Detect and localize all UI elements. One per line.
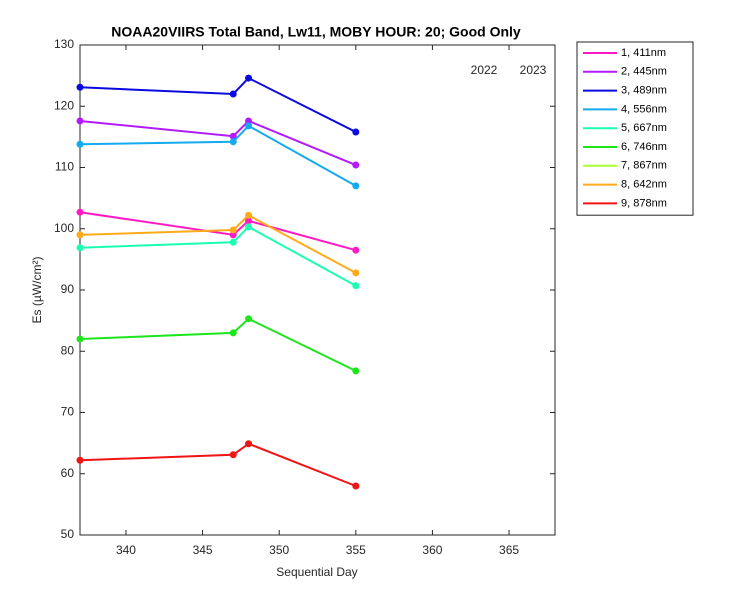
series-line — [79, 317, 357, 372]
data-point — [245, 315, 253, 323]
data-point — [229, 238, 237, 246]
series-line — [79, 225, 357, 287]
data-point — [229, 132, 237, 140]
data-point — [245, 117, 253, 125]
chart-title: NOAA20VIIRS Total Band, Lw11, MOBY HOUR:… — [111, 24, 521, 40]
data-point — [76, 244, 84, 252]
y-tick-label: 90 — [61, 282, 75, 296]
data-point — [352, 482, 360, 490]
data-point — [245, 211, 253, 219]
data-point — [352, 246, 360, 254]
data-point — [76, 208, 84, 216]
data-point — [76, 83, 84, 91]
data-point — [229, 231, 237, 239]
y-tick-label: 100 — [54, 221, 74, 235]
x-tick-label: 365 — [499, 543, 519, 557]
data-point — [76, 231, 84, 239]
x-tick-label: 360 — [422, 543, 442, 557]
legend-label: 2, 445nm — [621, 66, 667, 78]
data-point — [229, 138, 237, 146]
data-point — [229, 226, 237, 234]
legend-label: 9, 878nm — [621, 197, 667, 209]
legend-label: 4, 556nm — [621, 103, 667, 115]
y-tick-label: 120 — [54, 98, 74, 112]
x-axis-label: Sequential Day — [276, 565, 357, 579]
data-point — [352, 128, 360, 136]
y-axis-label: Es (µW/cm²) — [30, 257, 44, 324]
x-tick-label: 345 — [193, 543, 213, 557]
series-line — [79, 214, 357, 274]
data-point — [352, 269, 360, 277]
y-tick-label: 80 — [61, 343, 75, 357]
data-point — [76, 456, 84, 464]
y-tick-label: 50 — [61, 527, 75, 541]
legend-label: 7, 867nm — [621, 160, 667, 172]
series-line — [79, 119, 357, 166]
legend-label: 3, 489nm — [621, 85, 667, 97]
y-tick-label: 60 — [61, 466, 75, 480]
data-point — [352, 161, 360, 169]
data-point — [229, 90, 237, 98]
data-point — [245, 122, 253, 130]
legend-label: 5, 667nm — [621, 122, 667, 134]
series-line — [79, 442, 357, 487]
data-point — [229, 451, 237, 459]
series-line — [79, 124, 357, 187]
y-tick-label: 70 — [61, 405, 75, 419]
annotation: 2023 — [520, 63, 547, 77]
legend-label: 8, 642nm — [621, 179, 667, 191]
data-point — [352, 282, 360, 290]
data-point — [245, 74, 253, 82]
data-point — [76, 117, 84, 125]
legend: 1, 411nm 2, 445nm 3, 489nm 4, 556nm 5, 667nm… — [576, 41, 694, 216]
legend-label: 1, 411nm — [621, 47, 666, 59]
series-line — [79, 211, 357, 252]
data-point — [76, 335, 84, 343]
data-point — [76, 140, 84, 148]
annotation: 2022 — [471, 63, 498, 77]
y-tick-label: 110 — [55, 160, 74, 174]
y-tick-label: 130 — [54, 37, 74, 51]
legend-label: 6, 746nm — [621, 141, 667, 153]
data-point — [229, 329, 237, 337]
x-tick-label: 355 — [346, 543, 366, 557]
x-tick-label: 350 — [269, 543, 289, 557]
data-point — [245, 223, 253, 231]
data-point — [245, 440, 253, 448]
x-tick-label: 340 — [116, 543, 136, 557]
data-point — [352, 182, 360, 190]
data-point — [352, 367, 360, 375]
data-point — [245, 217, 253, 225]
series-line — [79, 76, 357, 133]
